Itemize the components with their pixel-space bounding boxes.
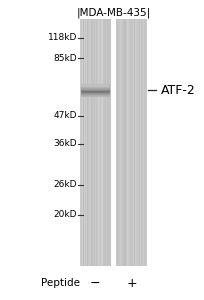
Bar — [142, 20, 143, 266]
Bar — [87, 20, 88, 266]
Bar — [145, 20, 146, 266]
Bar — [98, 20, 99, 266]
Bar — [110, 20, 111, 266]
Bar — [117, 20, 118, 266]
Bar — [85, 20, 86, 266]
Bar — [132, 20, 133, 266]
Bar — [102, 20, 103, 266]
Bar — [107, 20, 108, 266]
Bar — [81, 20, 82, 266]
Text: +: + — [126, 277, 137, 290]
Text: 118kD: 118kD — [48, 33, 77, 42]
Bar — [105, 20, 106, 266]
Bar — [124, 20, 125, 266]
Bar — [97, 20, 98, 266]
Bar — [88, 20, 89, 266]
Bar — [116, 20, 147, 266]
Bar — [80, 20, 81, 266]
Bar — [84, 20, 85, 266]
Text: ATF-2: ATF-2 — [161, 83, 195, 97]
Bar — [116, 20, 117, 266]
Bar — [143, 20, 144, 266]
Text: 85kD: 85kD — [54, 54, 77, 63]
Text: 26kD: 26kD — [54, 180, 77, 189]
Bar — [92, 20, 93, 266]
Text: 36kD: 36kD — [54, 140, 77, 148]
Bar — [89, 20, 90, 266]
Bar — [99, 20, 100, 266]
Bar — [119, 20, 120, 266]
Bar — [86, 20, 87, 266]
Bar — [131, 20, 132, 266]
Bar — [109, 20, 110, 266]
Text: |MDA-MB-435|: |MDA-MB-435| — [76, 8, 151, 18]
Bar — [127, 20, 128, 266]
Bar — [123, 20, 124, 266]
Bar — [130, 20, 131, 266]
Bar — [134, 20, 135, 266]
Bar — [94, 20, 95, 266]
Bar — [125, 20, 126, 266]
Text: Peptide: Peptide — [41, 278, 80, 289]
Bar — [83, 20, 84, 266]
Bar — [129, 20, 130, 266]
Bar — [140, 20, 141, 266]
Text: −: − — [90, 277, 101, 290]
Text: 20kD: 20kD — [54, 210, 77, 219]
Bar — [139, 20, 140, 266]
Bar — [82, 20, 83, 266]
Bar — [90, 20, 91, 266]
Bar — [122, 20, 123, 266]
Bar — [121, 20, 122, 266]
Bar — [96, 20, 97, 266]
Bar — [128, 20, 129, 266]
Bar — [80, 20, 111, 266]
Bar — [133, 20, 134, 266]
Bar — [93, 20, 94, 266]
Bar — [120, 20, 121, 266]
Bar — [100, 20, 101, 266]
Bar — [106, 20, 107, 266]
Bar — [118, 20, 119, 266]
Bar — [104, 20, 105, 266]
Bar — [136, 20, 137, 266]
Bar — [91, 20, 92, 266]
Bar — [135, 20, 136, 266]
Bar — [126, 20, 127, 266]
Bar — [103, 20, 104, 266]
Bar — [144, 20, 145, 266]
Bar — [95, 20, 96, 266]
Bar — [108, 20, 109, 266]
Bar — [141, 20, 142, 266]
Bar — [146, 20, 147, 266]
Bar — [137, 20, 138, 266]
Text: 47kD: 47kD — [54, 111, 77, 120]
Bar — [138, 20, 139, 266]
Bar — [101, 20, 102, 266]
